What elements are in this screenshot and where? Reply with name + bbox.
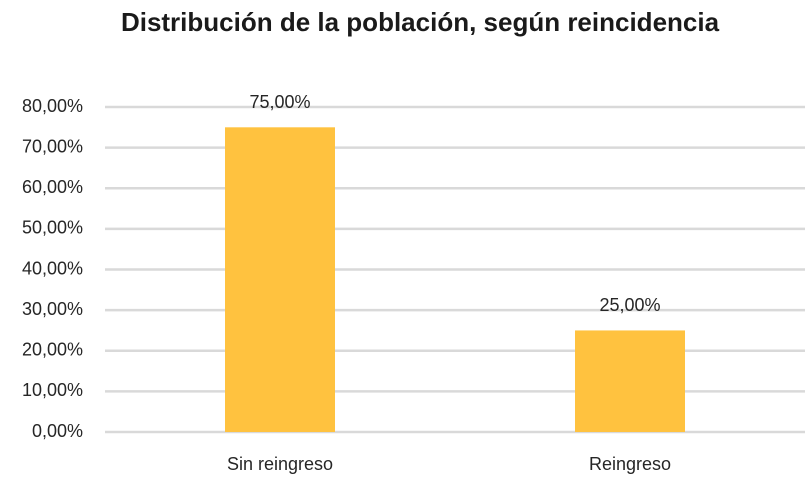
x-tick-label: Sin reingreso xyxy=(227,454,333,474)
y-tick-label: 20,00% xyxy=(22,340,83,360)
bar xyxy=(225,127,335,432)
y-tick-label: 30,00% xyxy=(22,299,83,319)
y-tick-label: 40,00% xyxy=(22,258,83,278)
chart-title: Distribución de la población, según rein… xyxy=(121,7,720,37)
y-tick-label: 50,00% xyxy=(22,218,83,238)
y-tick-label: 10,00% xyxy=(22,380,83,400)
y-tick-label: 0,00% xyxy=(32,421,83,441)
x-tick-label: Reingreso xyxy=(589,454,671,474)
y-tick-label: 80,00% xyxy=(22,96,83,116)
data-label: 75,00% xyxy=(249,92,310,112)
y-tick-label: 70,00% xyxy=(22,136,83,156)
y-tick-label: 60,00% xyxy=(22,177,83,197)
bar xyxy=(575,330,685,432)
data-label: 25,00% xyxy=(599,295,660,315)
